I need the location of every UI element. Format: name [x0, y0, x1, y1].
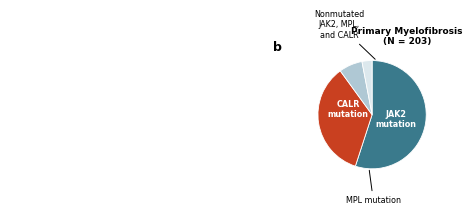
Text: Primary Myelofibrosis
(N = 203): Primary Myelofibrosis (N = 203) [351, 27, 463, 46]
Text: Nonmutated
JAK2, MPL,
and CALR: Nonmutated JAK2, MPL, and CALR [314, 10, 375, 59]
Wedge shape [340, 62, 372, 115]
Text: JAK2
mutation: JAK2 mutation [376, 110, 417, 130]
Wedge shape [356, 61, 426, 169]
Text: MPL mutation: MPL mutation [346, 170, 401, 205]
Text: b: b [273, 41, 282, 54]
Text: CALR
mutation: CALR mutation [328, 100, 368, 119]
Wedge shape [318, 71, 372, 166]
Wedge shape [362, 61, 372, 115]
